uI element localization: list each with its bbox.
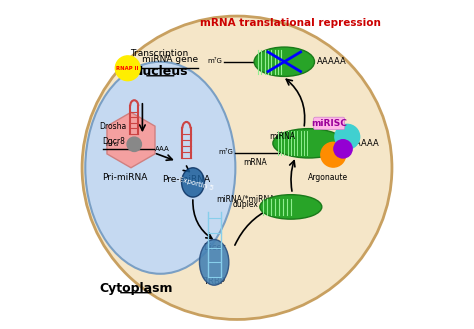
Text: miRNA gene: miRNA gene bbox=[142, 55, 198, 64]
Circle shape bbox=[115, 56, 140, 81]
Text: AAAAA: AAAAA bbox=[349, 139, 379, 148]
Text: AAA: AAA bbox=[155, 146, 170, 152]
Text: m⁷G: m⁷G bbox=[219, 149, 234, 155]
Text: Pre-miRNA: Pre-miRNA bbox=[163, 175, 210, 184]
Ellipse shape bbox=[254, 47, 314, 76]
Text: AAAAA: AAAAA bbox=[317, 57, 346, 66]
Polygon shape bbox=[107, 112, 155, 168]
Text: m⁷G: m⁷G bbox=[105, 142, 118, 147]
Text: mRNA translational repression: mRNA translational repression bbox=[201, 17, 381, 28]
Text: RNAP II: RNAP II bbox=[117, 66, 139, 71]
Text: TRBP: TRBP bbox=[203, 277, 225, 287]
Text: mRNA: mRNA bbox=[243, 158, 267, 167]
Circle shape bbox=[321, 142, 346, 167]
Text: miRNA/*miRNA: miRNA/*miRNA bbox=[216, 194, 274, 203]
Text: Transcription: Transcription bbox=[129, 49, 188, 59]
Text: miRISC: miRISC bbox=[311, 119, 347, 128]
Text: m⁷G: m⁷G bbox=[208, 58, 222, 64]
Text: Argonaute: Argonaute bbox=[308, 173, 348, 182]
Text: duplex: duplex bbox=[232, 200, 258, 209]
FancyBboxPatch shape bbox=[314, 117, 345, 130]
Text: Exportin 5: Exportin 5 bbox=[178, 177, 214, 191]
Text: Drosha: Drosha bbox=[99, 121, 126, 131]
Text: Nucleus: Nucleus bbox=[133, 65, 188, 78]
Circle shape bbox=[335, 124, 360, 149]
Ellipse shape bbox=[182, 168, 204, 197]
Circle shape bbox=[334, 140, 352, 158]
Text: Pri-miRNA: Pri-miRNA bbox=[102, 173, 147, 182]
Text: Dicer: Dicer bbox=[203, 243, 225, 252]
Circle shape bbox=[127, 137, 141, 151]
Ellipse shape bbox=[82, 16, 392, 319]
Ellipse shape bbox=[260, 195, 322, 219]
Text: Dgcr8: Dgcr8 bbox=[102, 137, 126, 145]
Text: Cytoplasm: Cytoplasm bbox=[99, 282, 173, 295]
Ellipse shape bbox=[273, 129, 345, 158]
Ellipse shape bbox=[85, 62, 236, 274]
Ellipse shape bbox=[200, 240, 229, 285]
Text: miRNA: miRNA bbox=[270, 132, 296, 140]
